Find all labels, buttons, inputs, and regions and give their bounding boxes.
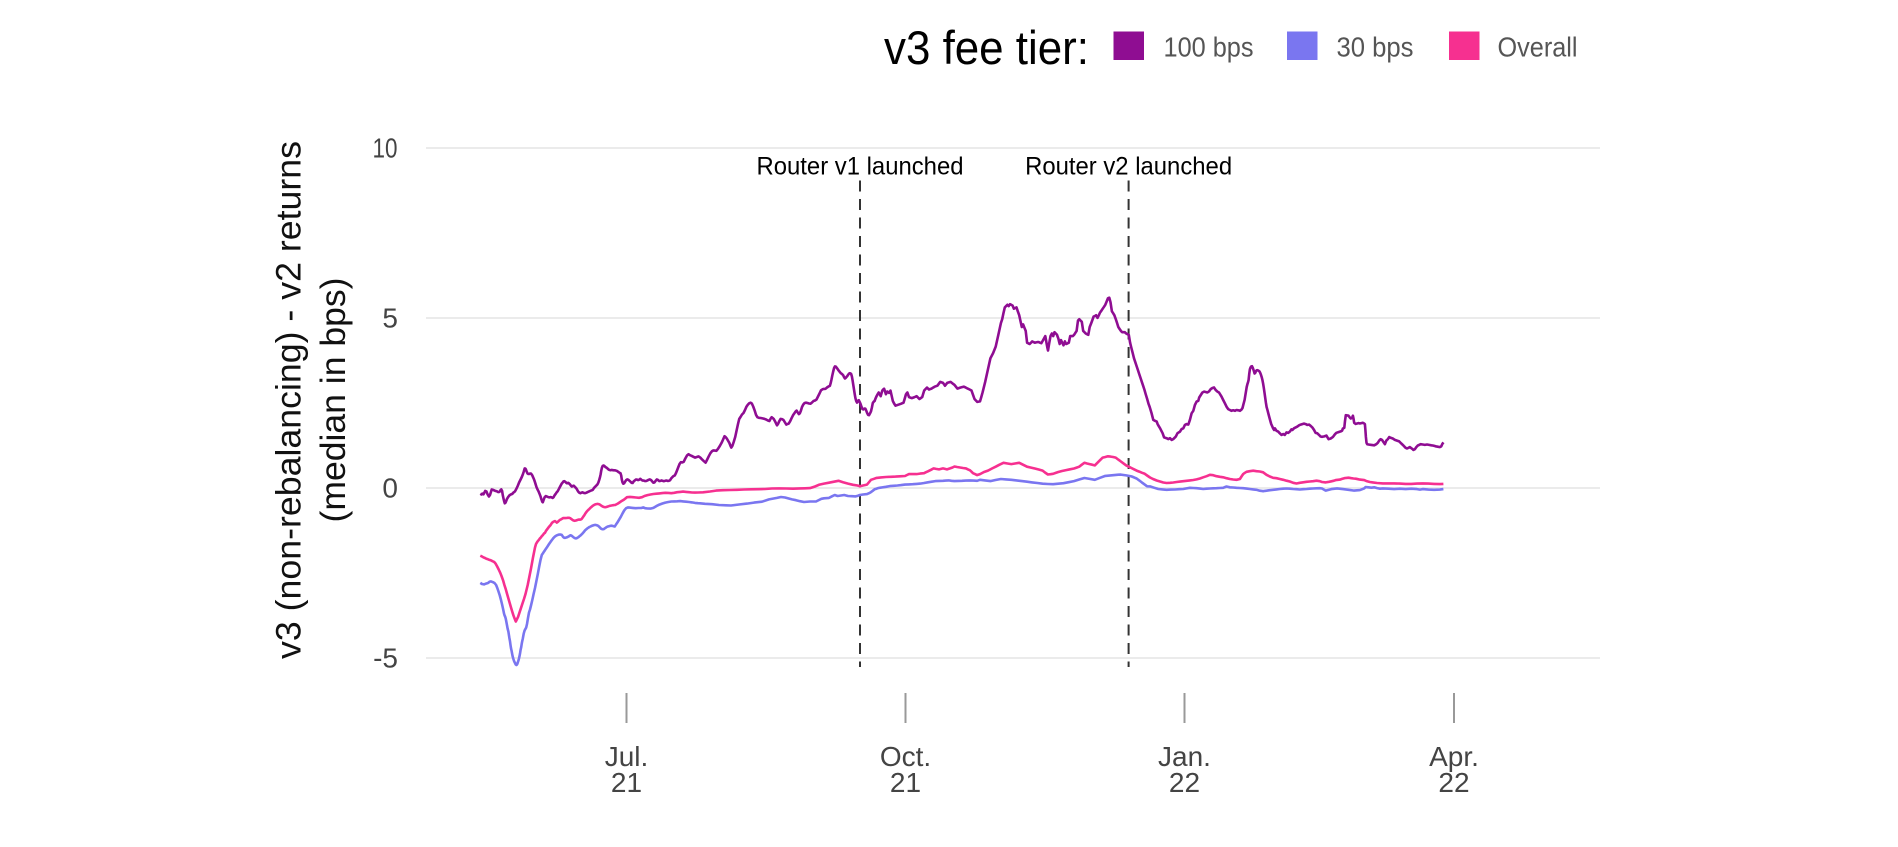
svg-text:Overall: Overall (1498, 32, 1578, 63)
svg-text:v3 (non-rebalancing) - v2 retu: v3 (non-rebalancing) - v2 returns (269, 141, 309, 659)
svg-text:(median in bps): (median in bps) (313, 278, 353, 523)
svg-text:22: 22 (1438, 767, 1469, 798)
svg-text:Apr.: Apr. (1429, 741, 1479, 772)
svg-text:100 bps: 100 bps (1164, 32, 1254, 63)
svg-text:Router v2 launched: Router v2 launched (1025, 153, 1232, 181)
svg-text:21: 21 (890, 767, 921, 798)
svg-text:-5: -5 (373, 643, 398, 674)
svg-text:Router v1 launched: Router v1 launched (757, 153, 964, 181)
svg-text:10: 10 (373, 133, 398, 164)
svg-text:Jul.: Jul. (605, 741, 649, 772)
svg-text:21: 21 (611, 767, 642, 798)
svg-text:30 bps: 30 bps (1337, 32, 1414, 63)
svg-text:Oct.: Oct. (880, 741, 931, 772)
svg-text:Jan.: Jan. (1158, 741, 1211, 772)
svg-text:22: 22 (1169, 767, 1200, 798)
svg-text:5: 5 (382, 303, 398, 334)
svg-text:v3 fee tier:: v3 fee tier: (884, 21, 1089, 74)
svg-text:0: 0 (382, 473, 398, 504)
